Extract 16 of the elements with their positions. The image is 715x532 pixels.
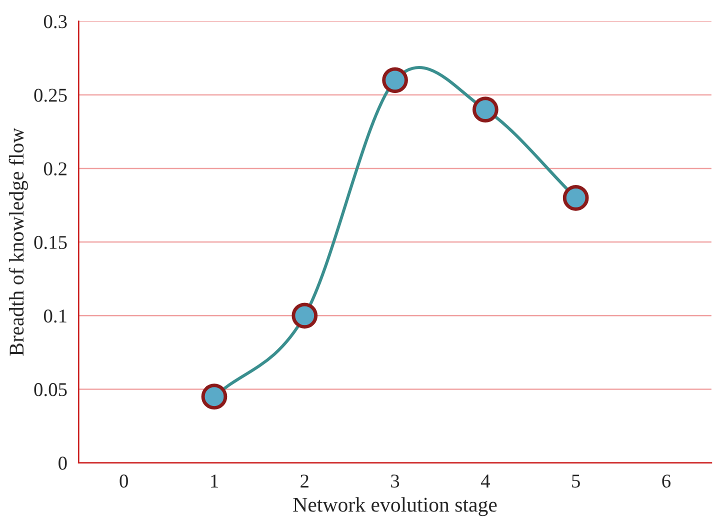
y-tick-label: 0.05 bbox=[34, 383, 67, 396]
x-tick-label: 3 bbox=[391, 474, 400, 488]
y-tick-label: 0.15 bbox=[34, 236, 67, 250]
x-tick-label: 1 bbox=[211, 474, 218, 488]
x-tick-label: 0 bbox=[120, 474, 128, 488]
y-axis-title: Breadth of knowledge flow bbox=[8, 128, 28, 356]
x-tick-label: 5 bbox=[572, 474, 580, 488]
x-tick-label: 4 bbox=[480, 474, 490, 488]
x-axis-title: Network evolution stage bbox=[293, 497, 497, 516]
x-tick-label: 2 bbox=[300, 474, 308, 488]
y-tick-label: 0 bbox=[58, 456, 67, 470]
y-tick-label: 0.1 bbox=[44, 309, 66, 323]
y-tick-label: 0.25 bbox=[34, 88, 67, 102]
x-tick-label: 6 bbox=[662, 474, 671, 488]
y-tick-label: 0.2 bbox=[44, 162, 66, 176]
y-tick-label: 0.3 bbox=[44, 15, 67, 28]
